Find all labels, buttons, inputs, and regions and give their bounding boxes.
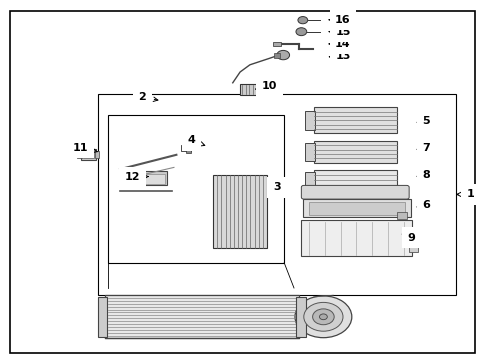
Bar [186, 150, 191, 153]
Bar [105, 295, 299, 338]
Circle shape [313, 309, 334, 325]
Circle shape [298, 17, 308, 24]
Bar [213, 175, 267, 248]
Bar [314, 170, 397, 191]
Text: 14: 14 [329, 39, 351, 49]
Text: 13: 13 [329, 51, 351, 61]
Bar [314, 107, 397, 133]
Bar [397, 212, 407, 219]
Bar [301, 220, 412, 256]
Bar [81, 149, 96, 160]
Text: 3: 3 [273, 182, 281, 192]
Bar [98, 297, 107, 337]
Text: 6: 6 [417, 200, 430, 210]
Circle shape [319, 314, 327, 320]
Circle shape [295, 296, 352, 338]
Bar [273, 42, 281, 46]
Text: 5: 5 [417, 116, 430, 126]
Text: 7: 7 [417, 143, 430, 153]
Bar [274, 53, 280, 58]
Bar [296, 297, 306, 337]
Bar [409, 227, 418, 252]
Bar [95, 151, 99, 158]
Text: 16: 16 [329, 15, 351, 25]
Text: 9: 9 [402, 233, 416, 243]
Text: 15: 15 [329, 27, 351, 37]
Bar [141, 174, 165, 184]
Bar [305, 143, 315, 161]
Bar [83, 150, 94, 158]
Bar [240, 84, 259, 95]
Text: 4: 4 [187, 135, 205, 146]
Bar [98, 94, 456, 295]
Text: 12: 12 [124, 172, 148, 182]
Bar [108, 115, 284, 263]
Bar [305, 172, 315, 189]
Text: 11: 11 [73, 143, 97, 153]
Bar [77, 151, 82, 158]
Bar [314, 141, 397, 163]
Bar [309, 202, 405, 215]
Circle shape [304, 302, 343, 331]
Text: 10: 10 [256, 81, 277, 91]
Circle shape [296, 28, 307, 36]
Bar [305, 111, 315, 130]
FancyBboxPatch shape [301, 185, 409, 199]
Bar [140, 171, 167, 185]
Text: 2: 2 [138, 92, 158, 102]
Text: 1: 1 [457, 189, 474, 199]
Circle shape [277, 50, 290, 60]
Text: 8: 8 [417, 170, 430, 180]
Bar [303, 199, 411, 217]
Bar [181, 145, 191, 151]
